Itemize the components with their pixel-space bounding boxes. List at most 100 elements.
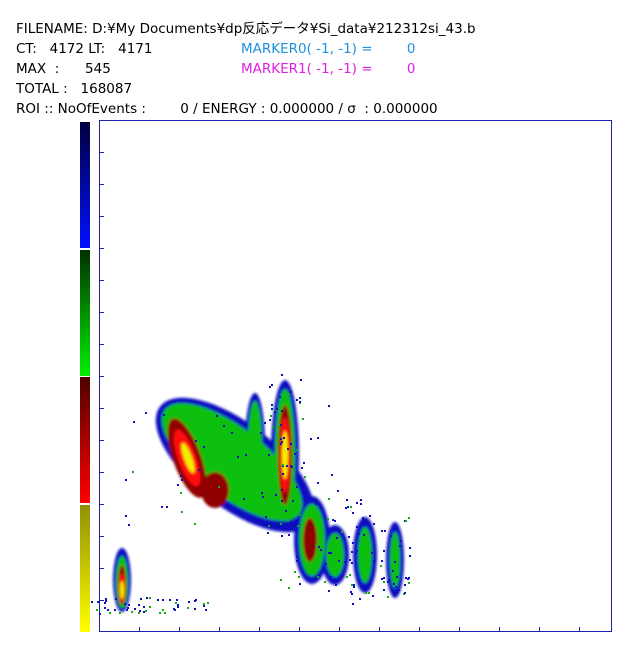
event-speck — [291, 455, 293, 457]
event-speck — [162, 599, 164, 601]
event-speck — [264, 422, 266, 424]
event-speck — [287, 520, 289, 522]
event-speck — [296, 556, 298, 558]
event-speck — [334, 520, 336, 522]
event-speck — [300, 379, 302, 381]
event-speck — [175, 602, 177, 604]
event-speck — [119, 604, 121, 606]
event-speck — [352, 542, 354, 544]
event-speck — [162, 609, 164, 611]
event-speck — [203, 605, 205, 607]
event-speck — [409, 555, 411, 557]
event-speck — [353, 586, 355, 588]
event-speck — [294, 453, 296, 455]
event-speck — [303, 462, 305, 464]
event-speck — [109, 612, 111, 614]
event-speck — [281, 535, 283, 537]
event-speck — [125, 479, 127, 481]
event-speck — [292, 450, 294, 452]
event-speck — [356, 550, 358, 552]
event-speck — [140, 598, 142, 600]
event-speck — [270, 415, 272, 417]
event-speck — [188, 601, 190, 603]
event-speck — [308, 561, 310, 563]
event-speck — [349, 574, 351, 576]
event-speck — [341, 531, 343, 533]
event-speck — [381, 560, 383, 562]
event-speck — [338, 560, 340, 562]
event-speck — [177, 604, 179, 606]
event-speck — [161, 506, 163, 508]
event-speck — [330, 552, 332, 554]
event-speck — [96, 609, 98, 611]
event-speck — [368, 592, 370, 594]
event-speck — [280, 523, 282, 525]
event-speck — [330, 576, 332, 578]
event-speck — [337, 490, 339, 492]
event-speck — [91, 601, 93, 603]
event-speck — [296, 486, 298, 488]
event-speck — [143, 611, 145, 613]
total: TOTAL : 168087 — [15, 81, 132, 97]
event-speck — [372, 595, 374, 597]
event-speck — [306, 570, 308, 572]
event-speck — [207, 445, 209, 447]
event-speck — [383, 577, 385, 579]
event-speck — [221, 421, 223, 423]
event-speck — [134, 608, 136, 610]
event-speck — [336, 537, 338, 539]
event-speck — [271, 481, 273, 483]
event-speck — [131, 611, 133, 613]
event-speck — [288, 534, 290, 536]
event-speck — [262, 496, 264, 498]
event-speck — [143, 606, 145, 608]
event-speck — [283, 515, 285, 517]
scattered-events — [91, 374, 411, 615]
event-speck — [304, 476, 306, 478]
event-speck — [145, 412, 147, 414]
axis-ticks — [100, 152, 580, 631]
event-speck — [207, 602, 209, 604]
event-speck — [398, 589, 400, 591]
event-speck — [296, 449, 298, 451]
event-speck — [132, 471, 134, 473]
event-speck — [373, 523, 375, 525]
event-speck — [157, 599, 159, 601]
event-speck — [203, 446, 205, 448]
event-speck — [205, 609, 207, 611]
event-speck — [347, 506, 349, 508]
event-speck — [127, 607, 129, 609]
event-speck — [223, 425, 225, 427]
event-speck — [365, 592, 367, 594]
event-speck — [392, 570, 394, 572]
event-speck — [408, 517, 410, 519]
event-speck — [369, 515, 371, 517]
event-speck — [356, 502, 358, 504]
event-speck — [298, 576, 300, 578]
plot-frame — [99, 120, 612, 632]
event-speck — [275, 494, 277, 496]
event-speck — [126, 609, 128, 611]
event-speck — [115, 598, 117, 600]
event-speck — [324, 581, 326, 583]
event-speck — [353, 584, 355, 586]
event-speck — [276, 408, 278, 410]
event-speck — [281, 410, 283, 412]
event-speck — [290, 518, 292, 520]
event-speck — [397, 591, 399, 593]
event-speck — [119, 612, 121, 614]
event-speck — [371, 552, 373, 554]
event-speck — [404, 584, 406, 586]
event-speck — [393, 583, 395, 585]
event-speck — [281, 500, 283, 502]
event-speck — [380, 565, 382, 567]
scale-green — [80, 250, 90, 376]
scale-red — [80, 377, 90, 503]
event-speck — [163, 414, 165, 416]
event-speck — [271, 526, 273, 528]
event-speck — [394, 561, 396, 563]
event-speck — [267, 532, 269, 534]
event-speck — [345, 507, 347, 509]
event-speck — [331, 474, 333, 476]
